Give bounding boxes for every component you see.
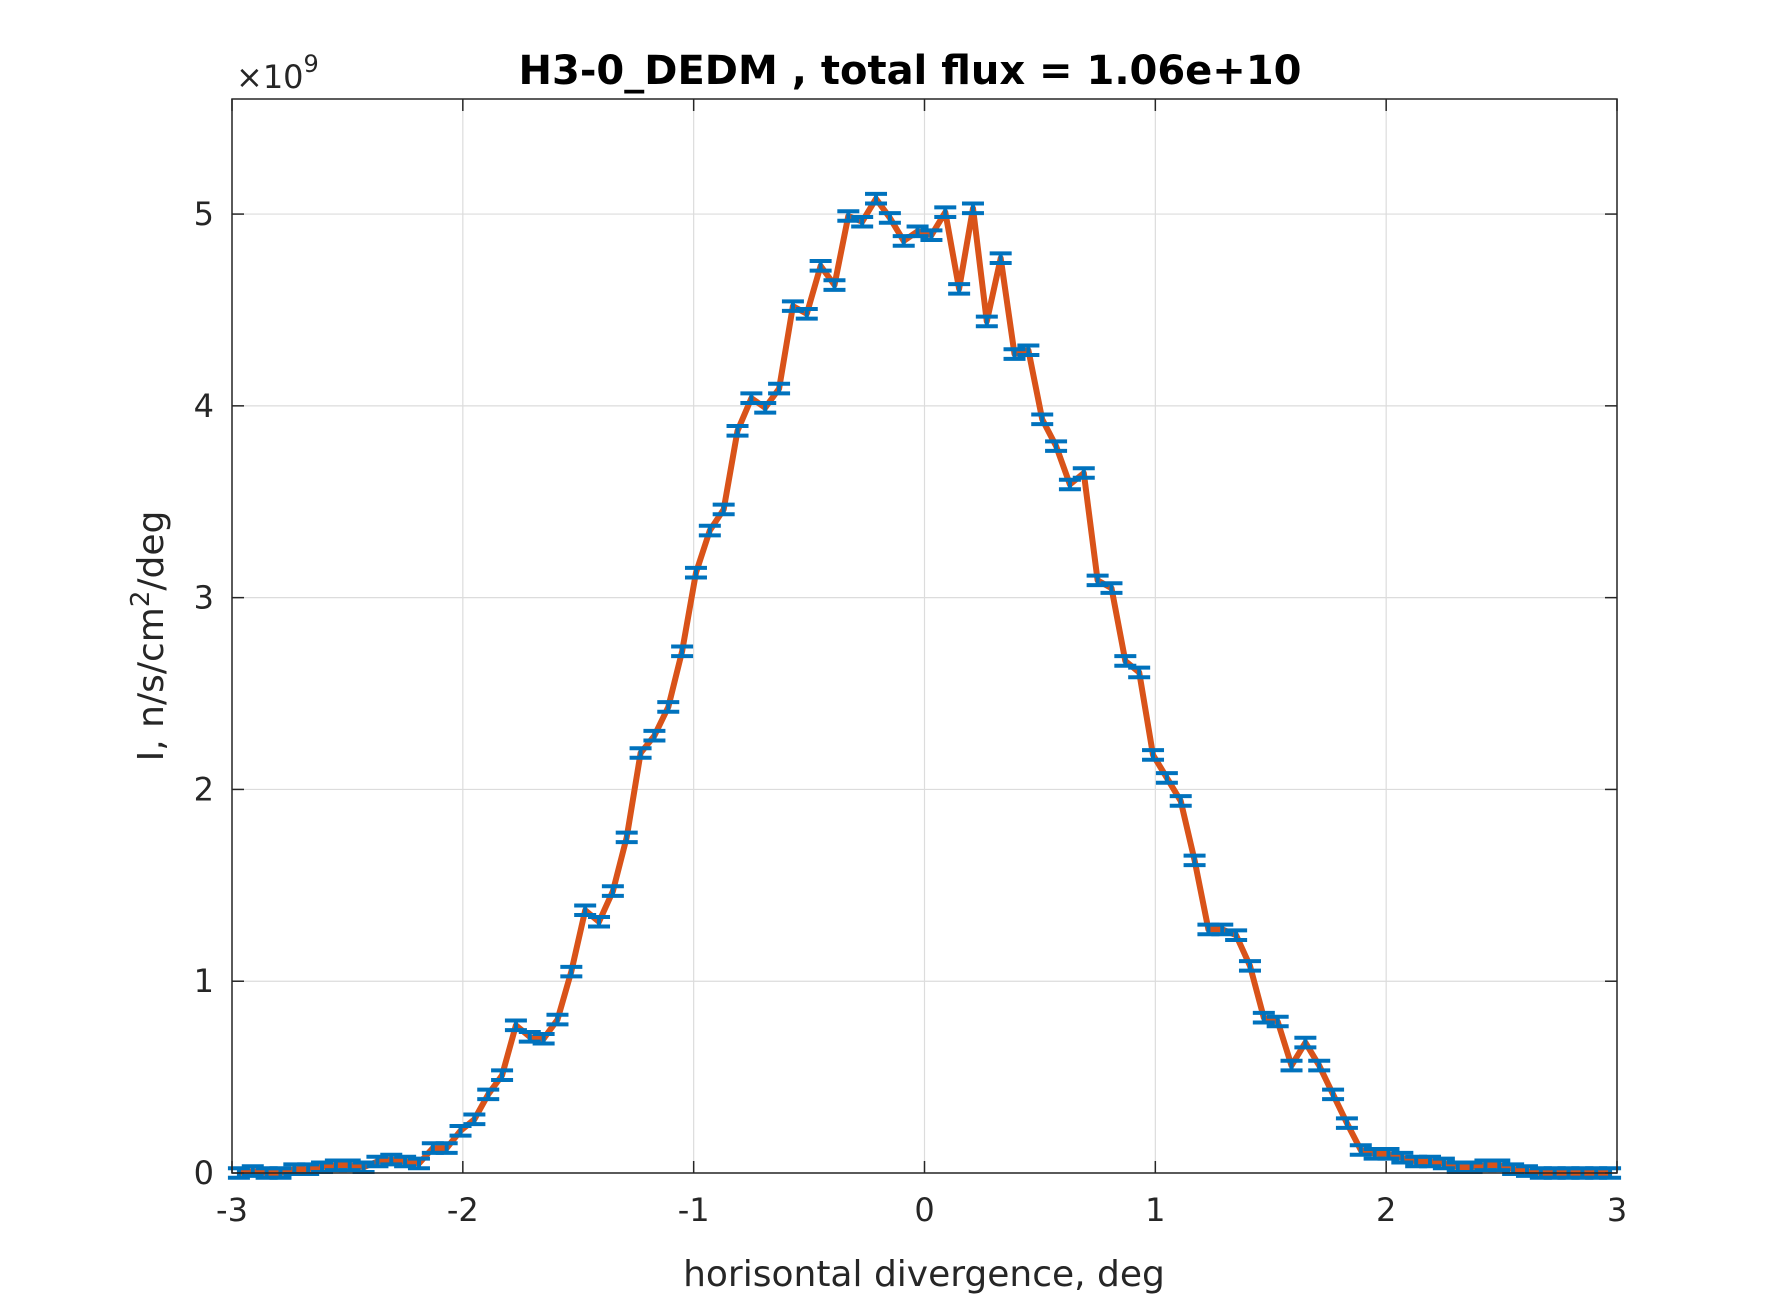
data-point-errorbar — [407, 1156, 430, 1171]
axis-ticks — [231, 99, 1618, 1174]
x-tick-label: 3 — [1607, 1191, 1627, 1229]
y-tick-label: 5 — [194, 195, 214, 233]
x-tick-label: 0 — [914, 1191, 934, 1229]
data-point-errorbar — [546, 1012, 569, 1027]
y-tick-labels: 0 1 2 3 4 5 — [194, 195, 214, 1192]
data-point-errorbar — [1280, 1058, 1303, 1073]
data-point-errorbar — [878, 211, 901, 225]
data-point-errorbar — [1128, 665, 1151, 680]
data-point-errorbar — [948, 282, 971, 296]
data-point-errorbar — [823, 278, 846, 292]
y-tick-label: 3 — [194, 579, 214, 617]
data-point-errorbar — [1266, 1014, 1289, 1029]
data-point-errorbar — [1169, 794, 1192, 808]
data-point-errorbar — [615, 830, 638, 845]
y-axis-label-superscript: 2 — [126, 591, 156, 608]
y-tick-label: 0 — [194, 1154, 214, 1192]
data-point-errorbar — [726, 423, 749, 438]
data-point-errorbar — [463, 1112, 486, 1127]
data-point-errorbar — [975, 314, 998, 329]
data-point-errorbar — [1017, 343, 1040, 358]
data-point-errorbar — [1308, 1058, 1331, 1073]
error-bars — [227, 191, 1622, 1180]
data-point-errorbar — [1031, 412, 1054, 427]
data-point-errorbar — [698, 523, 721, 538]
x-tick-label: 2 — [1376, 1191, 1396, 1229]
data-point-errorbar — [491, 1068, 514, 1082]
data-point-errorbar — [809, 259, 832, 273]
data-point-errorbar — [795, 307, 818, 321]
data-point-errorbar — [1432, 1156, 1455, 1171]
data-point-errorbar — [684, 565, 707, 580]
y-axis-label-suffix: /deg — [131, 511, 172, 591]
data-point-errorbar — [1155, 771, 1178, 785]
data-point-errorbar — [1252, 1010, 1275, 1025]
y-exponent-label: ×109 — [236, 50, 319, 96]
data-point-errorbar — [629, 746, 652, 760]
data-point-errorbar — [1072, 466, 1095, 480]
data-point-errorbar — [837, 209, 860, 223]
data-point-errorbar — [1377, 1147, 1400, 1161]
data-point-errorbar — [560, 964, 583, 979]
data-point-errorbar — [768, 381, 791, 396]
x-axis-label: horisontal divergence, deg — [683, 1254, 1165, 1295]
y-exponent-prefix: ×10 — [236, 58, 304, 96]
x-tick-label: 1 — [1145, 1191, 1165, 1229]
data-point-errorbar — [754, 400, 777, 415]
data-point-errorbar — [588, 914, 611, 929]
y-tick-label: 2 — [194, 770, 214, 808]
data-point-errorbar — [1003, 347, 1026, 361]
data-point-errorbar — [352, 1160, 375, 1175]
data-point-errorbar — [920, 228, 943, 242]
data-point-errorbar — [961, 201, 984, 216]
x-tick-label: -2 — [447, 1191, 479, 1229]
data-point-errorbar — [671, 644, 694, 659]
data-point-errorbar — [1322, 1087, 1345, 1102]
data-point-errorbar — [657, 700, 680, 714]
y-tick-label: 4 — [194, 387, 214, 425]
data-point-errorbar — [1183, 853, 1206, 868]
data-point-errorbar — [712, 502, 735, 517]
data-point-errorbar — [865, 191, 888, 206]
data-point-errorbar — [1238, 959, 1261, 973]
x-tick-labels: -3 -2 -1 0 1 2 3 — [216, 1191, 1627, 1229]
y-axis-label-base: I, n/s/cm — [131, 607, 172, 761]
y-axis-label: I, n/s/cm2/deg — [126, 511, 172, 762]
data-point-errorbar — [989, 251, 1012, 265]
data-point-errorbar — [1294, 1035, 1317, 1050]
chart-title: H3-0_DEDM , total flux = 1.06e+10 — [519, 48, 1302, 94]
data-point-errorbar — [435, 1141, 458, 1155]
data-point-errorbar — [1142, 748, 1165, 762]
data-point-errorbar — [934, 205, 957, 219]
data-point-errorbar — [906, 224, 929, 239]
data-point-errorbar — [1488, 1158, 1511, 1173]
y-tick-label: 1 — [194, 962, 214, 1000]
data-point-errorbar — [1045, 439, 1068, 453]
data-point-errorbar — [1225, 928, 1248, 942]
y-exponent-power: 9 — [304, 50, 319, 78]
data-point-errorbar — [1349, 1143, 1372, 1157]
data-point-errorbar — [1100, 581, 1123, 595]
data-point-errorbar — [477, 1087, 500, 1102]
data-point-errorbar — [1211, 922, 1234, 937]
data-point-errorbar — [1335, 1116, 1358, 1130]
data-point-errorbar — [532, 1031, 555, 1046]
data-point-errorbar — [601, 884, 624, 898]
x-tick-label: -1 — [678, 1191, 710, 1229]
data-point-errorbar — [643, 728, 666, 743]
data-point-errorbar — [1391, 1150, 1414, 1165]
x-tick-label: -3 — [216, 1191, 248, 1229]
data-point-errorbar — [851, 214, 874, 229]
